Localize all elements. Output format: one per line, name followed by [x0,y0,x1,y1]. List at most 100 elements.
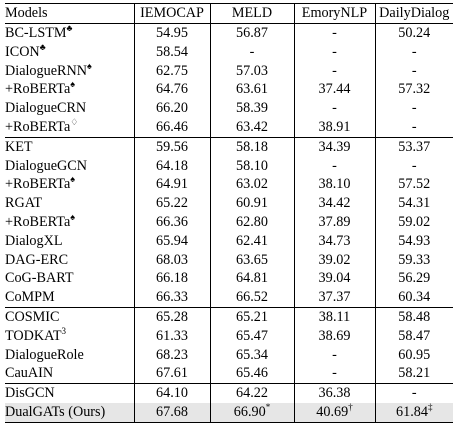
model-name: TODKAT [5,327,62,344]
score-value: 54.95 [156,25,188,42]
score-value: 63.02 [236,176,268,193]
score-cell: 56.87 [210,22,295,43]
score-cell: 63.65 [210,250,295,270]
significance-marker: ‡ [427,402,433,413]
score-value: - [411,100,417,117]
table-row: KET 59.56 58.18 34.39 53.37 [5,136,453,157]
score-value: 64.10 [156,385,188,402]
model-name-cell: DisGCN [5,382,135,403]
model-name: +RoBERTa [5,214,71,231]
score-cell: 34.39 [294,136,376,157]
score-value: 54.31 [398,195,431,212]
score-cell: 61.33 [134,326,211,346]
table-row: DialogueRole 68.23 65.34 - 60.95 [5,345,453,365]
table-row: DualGATs (Ours) 67.68 66.90* 40.69† 61.84‡ [5,402,453,423]
score-cell: 54.93 [375,232,453,251]
score-value: 58.21 [398,365,431,382]
table-row: DialogueGCN 64.18 58.10 - - [5,156,453,176]
score-value: - [332,25,337,42]
score-cell: 59.56 [134,136,211,157]
model-name: DialogueRNN [5,62,87,79]
column-header-meld: MELD [210,3,295,24]
score-value: 67.61 [156,365,188,382]
score-cell: 68.03 [134,250,211,270]
model-name: KET [5,138,33,155]
score-cell: 54.31 [375,194,453,213]
score-cell: 63.61 [210,80,295,99]
score-value: 59.33 [398,251,431,268]
score-cell: 64.18 [134,156,211,176]
table-body: BC-LSTM♣ 54.95 56.87-50.24 ICON♣ 58.54- - - Dia… [5,22,453,423]
model-marker: ♠ [86,60,92,71]
score-cell: 64.22 [210,382,295,403]
score-cell: 66.52 [210,287,295,308]
model-marker: ♣ [39,41,46,52]
table-row: DialogueRNN♠ 62.75 57.03 - - [5,60,453,81]
score-value: 58.47 [398,327,431,344]
score-cell: 56.29 [375,269,453,288]
score-cell: 58.10 [210,156,295,176]
model-name-cell: CauAIN [5,364,135,384]
score-value: 58.18 [236,138,268,155]
score-value: - [332,157,337,174]
score-value: 65.28 [156,309,188,326]
score-value: 66.46 [156,119,188,136]
table-row: CoG-BART 66.18 64.81 39.04 56.29 [5,269,453,288]
column-header-dailydialog: DailyDialog [375,3,453,24]
score-value: 68.03 [156,251,188,268]
score-value: 59.56 [156,138,188,155]
score-value: 68.23 [156,346,188,363]
score-cell: - [294,98,376,118]
model-name-cell: DialogueRole [5,345,135,365]
score-value: 66.33 [156,289,188,306]
score-value: 37.37 [318,289,351,306]
model-marker: ♠ [70,212,76,223]
score-cell: - [294,345,376,365]
model-name-cell: BC-LSTM♣ [5,22,135,43]
model-name: +RoBERTa [5,176,71,193]
table-row: DisGCN 64.10 64.22 36.38 - [5,382,453,403]
table-row: BC-LSTM♣ 54.95 56.87 - 50.24 [5,22,453,43]
score-value: 60.34 [398,289,431,306]
score-value: - [411,119,417,136]
score-cell: 66.18 [134,269,211,288]
column-header-models: Models [5,3,135,24]
score-value: 57.03 [236,62,268,79]
model-name: CoMPM [5,289,55,306]
model-name: DialogueRole [5,346,84,363]
score-cell: 62.80 [210,212,295,232]
score-value: 59.02 [398,214,431,231]
score-value: 54.93 [398,232,431,249]
score-cell: 50.24 [375,22,453,43]
score-value: 63.61 [236,81,268,98]
score-cell: - [375,61,453,80]
table-row: RGAT 65.22 60.91 34.42 54.31 [5,193,453,213]
score-cell: - [294,156,376,176]
score-cell: 57.03 [210,61,295,81]
score-cell: 66.36 [134,212,211,232]
model-name: DisGCN [5,385,55,402]
score-value: 38.11 [318,309,351,326]
score-cell: 53.37 [375,136,453,157]
model-name-cell: CoG-BART [5,269,135,288]
model-name-cell: TODKAT3 [5,326,135,346]
score-value: - [332,100,337,117]
score-value: 56.29 [398,270,431,287]
score-value: 62.80 [236,214,268,231]
score-value: 64.18 [156,157,188,174]
score-value: 62.41 [236,232,268,249]
score-cell: 65.47 [210,326,295,346]
score-value: 39.04 [318,270,351,287]
model-name-cell: +RoBERTa♠ [5,175,135,194]
model-name: ICON [5,43,40,60]
score-cell: 37.44 [294,80,376,99]
score-value: 67.68 [156,404,188,421]
score-value: - [249,43,255,60]
model-name-cell: RGAT [5,193,135,213]
model-name: CoG-BART [5,270,74,287]
score-cell: - [375,382,453,403]
model-name: +RoBERTa [5,119,71,136]
score-cell: - [375,43,453,62]
model-marker: ♠ [70,79,76,90]
score-value: - [411,62,417,79]
